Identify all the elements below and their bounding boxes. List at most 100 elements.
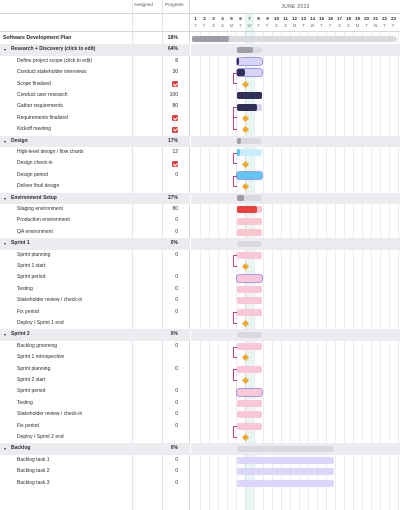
task-row[interactable]: Kickoff meeting bbox=[0, 124, 190, 135]
task-name[interactable]: Kickoff meeting bbox=[17, 126, 52, 133]
task-name[interactable]: Production environment bbox=[17, 217, 70, 224]
progress-value[interactable]: 12 bbox=[172, 149, 178, 155]
complete-checkbox-icon[interactable] bbox=[172, 81, 178, 88]
task-bar[interactable] bbox=[237, 217, 262, 225]
task-name[interactable]: Testing bbox=[17, 285, 33, 292]
group-row-backlog[interactable]: ▾ Backlog 0% bbox=[0, 443, 190, 455]
progress-value[interactable]: 8 bbox=[175, 57, 178, 64]
progress-value[interactable]: 0 bbox=[175, 285, 178, 292]
task-row[interactable]: Backlog task 1 0 bbox=[0, 455, 190, 466]
task-bar[interactable] bbox=[237, 92, 262, 100]
task-name[interactable]: Staging environment bbox=[17, 206, 63, 212]
task-row[interactable]: High-level design / flow charts 12 bbox=[0, 147, 190, 158]
task-name[interactable]: Design period bbox=[17, 171, 48, 178]
collapse-caret-icon[interactable]: ▾ bbox=[4, 138, 7, 144]
progress-value[interactable]: 0 bbox=[175, 479, 178, 486]
task-name[interactable]: Sprint period bbox=[17, 388, 46, 395]
progress-value[interactable]: 0% bbox=[170, 445, 178, 452]
task-row[interactable]: Production environment 0 bbox=[0, 215, 190, 226]
task-row[interactable]: Fix period 0 bbox=[0, 307, 190, 318]
task-name[interactable]: Deploy / Sprint 2 end bbox=[17, 434, 64, 440]
task-row[interactable]: Gather requirements 80 bbox=[0, 101, 190, 112]
group-name[interactable]: Design bbox=[11, 137, 28, 144]
task-row[interactable]: Requirements finalized bbox=[0, 113, 190, 124]
assigned-column-header[interactable]: Assigned bbox=[134, 2, 153, 7]
task-row[interactable]: Testing 0 bbox=[0, 398, 190, 409]
group-name[interactable]: Backlog bbox=[11, 445, 31, 452]
task-row[interactable]: Sprint 2 start bbox=[0, 375, 190, 386]
task-bar[interactable] bbox=[237, 388, 262, 396]
progress-value[interactable]: 17% bbox=[167, 137, 178, 144]
task-bar[interactable] bbox=[237, 286, 262, 293]
task-name[interactable]: Testing bbox=[17, 399, 33, 406]
task-row[interactable]: Deliver final design bbox=[0, 181, 190, 192]
task-name[interactable]: Stakeholder review / check-in bbox=[17, 297, 83, 304]
progress-value[interactable]: 0 bbox=[175, 342, 178, 349]
progress-value[interactable]: 0 bbox=[175, 422, 178, 429]
progress-value[interactable]: 0 bbox=[175, 274, 178, 281]
task-bar[interactable] bbox=[237, 365, 262, 373]
complete-checkbox-icon[interactable] bbox=[172, 126, 178, 133]
progress-value[interactable]: 0 bbox=[175, 251, 178, 258]
summary-bar[interactable] bbox=[237, 47, 262, 54]
progress-value[interactable]: 0 bbox=[175, 365, 178, 372]
task-name[interactable]: High-level design / flow charts bbox=[17, 149, 84, 155]
task-bar[interactable] bbox=[237, 400, 262, 407]
progress-value[interactable]: 0 bbox=[175, 308, 178, 315]
progress-value[interactable]: 80 bbox=[172, 206, 178, 212]
complete-checkbox-icon[interactable] bbox=[172, 161, 178, 168]
task-name[interactable]: Gather requirements bbox=[17, 103, 63, 110]
group-row-sprint-2[interactable]: ▾ Sprint 2 0% bbox=[0, 329, 190, 341]
task-row[interactable]: Backlog grooming 0 bbox=[0, 341, 190, 352]
progress-value[interactable]: 30 bbox=[172, 69, 178, 76]
group-name[interactable]: Sprint 2 bbox=[11, 331, 30, 338]
progress-value[interactable]: 0% bbox=[170, 240, 178, 247]
task-bar[interactable] bbox=[237, 457, 334, 464]
group-name[interactable]: Sprint 1 bbox=[11, 240, 30, 247]
task-bar[interactable] bbox=[237, 69, 262, 77]
task-row[interactable]: Scope finalized bbox=[0, 79, 190, 90]
task-row[interactable]: Conduct stakeholder interviews 30 bbox=[0, 67, 190, 78]
task-row[interactable]: Sprint 1 retrospective bbox=[0, 352, 190, 363]
task-name[interactable]: Sprint planning bbox=[17, 251, 51, 258]
task-row[interactable]: Sprint 1 start bbox=[0, 261, 190, 272]
task-name[interactable]: Conduct stakeholder interviews bbox=[17, 69, 87, 76]
task-bar[interactable] bbox=[237, 411, 262, 419]
task-row[interactable]: Sprint planning 0 bbox=[0, 250, 190, 261]
task-bar[interactable] bbox=[237, 274, 262, 282]
task-name[interactable]: Conduct user research bbox=[17, 92, 68, 98]
task-name[interactable]: Sprint 1 retrospective bbox=[17, 354, 65, 361]
task-name[interactable]: Deliver final design bbox=[17, 183, 60, 190]
task-row[interactable]: Staging environment 80 bbox=[0, 204, 190, 215]
task-bar[interactable] bbox=[237, 206, 262, 214]
progress-value[interactable]: 0 bbox=[175, 399, 178, 406]
task-name[interactable]: Design check-in bbox=[17, 160, 53, 167]
task-bar[interactable] bbox=[237, 251, 262, 259]
group-row-sprint-1[interactable]: ▾ Sprint 1 0% bbox=[0, 238, 190, 250]
progress-value[interactable]: 0 bbox=[175, 388, 178, 395]
task-name[interactable]: Backlog task 3 bbox=[17, 479, 50, 486]
task-row[interactable]: Sprint period 0 bbox=[0, 386, 190, 397]
task-row[interactable]: Design period 0 bbox=[0, 170, 190, 181]
summary-bar[interactable] bbox=[237, 138, 262, 145]
progress-value[interactable]: 27% bbox=[167, 194, 178, 201]
task-row[interactable]: Sprint planning 0 bbox=[0, 364, 190, 375]
task-name[interactable]: Define project scope (click to edit) bbox=[17, 57, 93, 64]
collapse-caret-icon[interactable]: ▾ bbox=[4, 47, 7, 53]
group-name[interactable]: Software Development Plan bbox=[3, 35, 72, 41]
collapse-caret-icon[interactable]: ▾ bbox=[4, 195, 7, 201]
task-bar[interactable] bbox=[237, 149, 262, 157]
task-bar[interactable] bbox=[237, 479, 334, 487]
task-name[interactable]: Backlog task 1 bbox=[17, 456, 50, 463]
project-row[interactable]: Software Development Plan 18% bbox=[0, 33, 190, 44]
progress-value[interactable]: 100 bbox=[169, 92, 178, 98]
progress-column-header[interactable]: Progress bbox=[165, 2, 184, 7]
group-name[interactable]: Research + Discovery (click to edit) bbox=[11, 46, 96, 53]
collapse-caret-icon[interactable]: ▾ bbox=[4, 446, 7, 452]
task-row[interactable]: Backlog task 2 0 bbox=[0, 466, 190, 477]
task-name[interactable]: Deploy / Sprint 1 end bbox=[17, 320, 64, 326]
task-name[interactable]: Fix period bbox=[17, 308, 39, 315]
task-name[interactable]: Backlog grooming bbox=[17, 342, 58, 349]
progress-value[interactable]: 80 bbox=[172, 103, 178, 110]
progress-value[interactable]: 0 bbox=[175, 468, 178, 475]
